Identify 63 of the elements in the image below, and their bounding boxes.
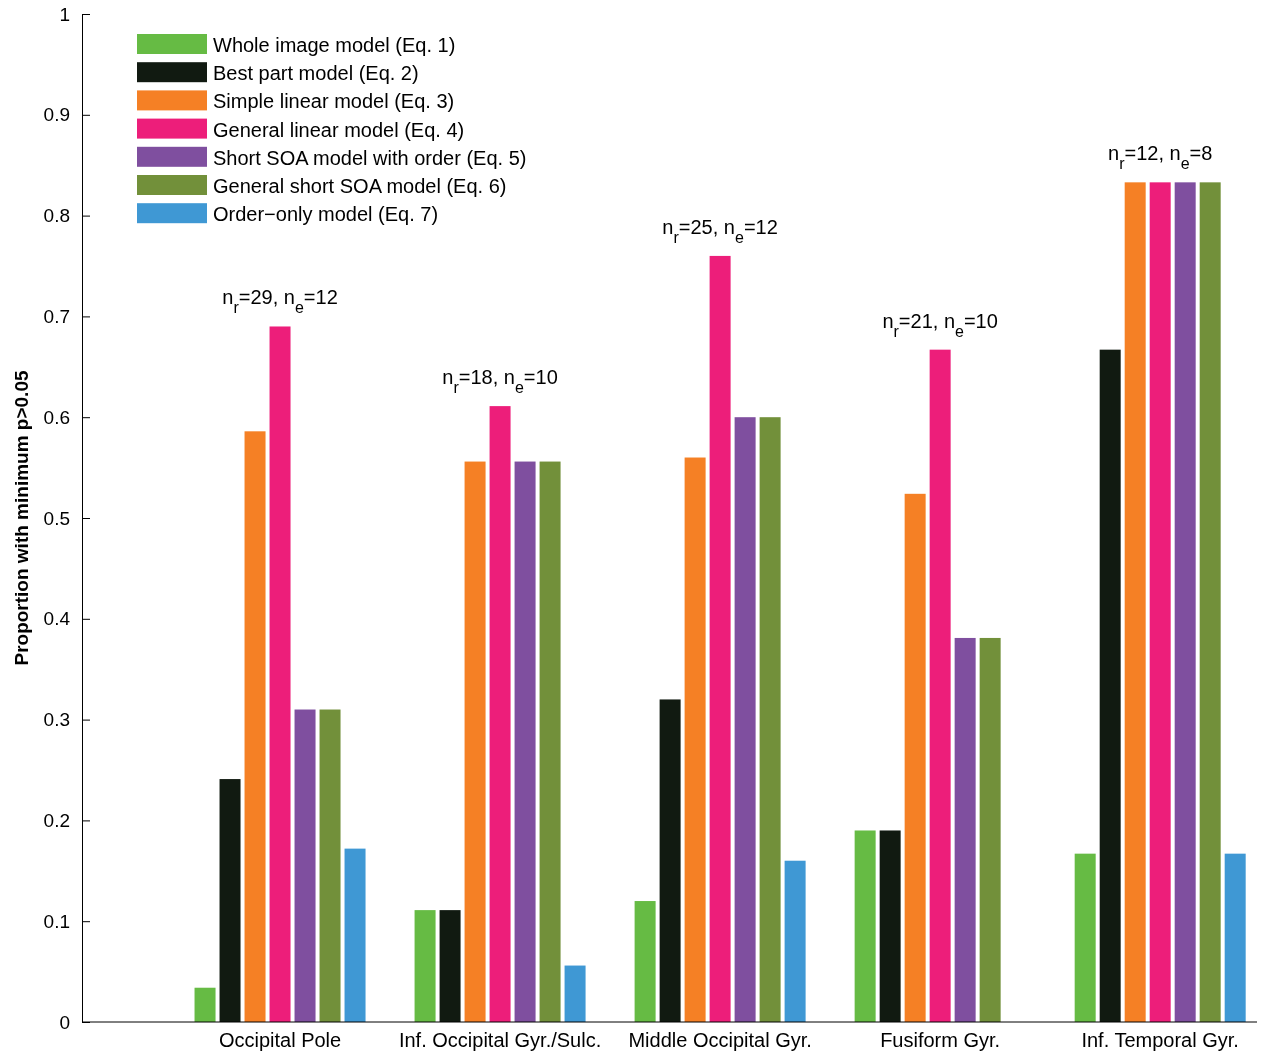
annotation: n$_{r}$=21, n$_{e}$=10 [882, 309, 998, 340]
bar [219, 779, 241, 1022]
bar [539, 461, 561, 1022]
bar [634, 901, 656, 1022]
legend-label: Best part model (Eq. 2) [213, 62, 419, 85]
bar [439, 910, 461, 1022]
bar [564, 965, 586, 1022]
bar [1224, 853, 1246, 1022]
x-tick-label: Middle Occipital Gyr. [628, 1029, 812, 1051]
bar [784, 860, 806, 1022]
x-tick-label: Inf. Temporal Gyr. [1081, 1029, 1239, 1051]
bar [344, 848, 366, 1022]
y-tick-label: 0.8 [43, 205, 70, 227]
bar [514, 461, 536, 1022]
legend-label: General short SOA model (Eq. 6) [213, 175, 507, 197]
bar [1149, 182, 1171, 1022]
bar [929, 349, 951, 1022]
bar [759, 417, 781, 1022]
y-axis-title: Proportion with minimum p>0.05 [11, 370, 32, 666]
x-tick-label: Occipital Pole [218, 1029, 342, 1051]
bar [954, 637, 976, 1022]
bar [709, 255, 731, 1022]
bar [319, 709, 341, 1022]
bar [684, 457, 706, 1022]
y-tick-label: 0.6 [43, 406, 70, 428]
bar [414, 910, 436, 1022]
y-tick-label: 0.4 [43, 608, 71, 630]
bar [904, 493, 926, 1022]
bar [1074, 853, 1096, 1022]
legend-label: Order−only model (Eq. 7) [213, 203, 439, 226]
bar [1174, 182, 1196, 1022]
legend-label: General linear model (Eq. 4) [213, 118, 465, 141]
y-tick-label: 0.7 [43, 305, 70, 327]
bar [194, 987, 216, 1022]
y-tick-label: 1 [59, 3, 70, 25]
x-tick-label: Fusiform Gyr. [880, 1029, 1001, 1051]
y-tick-label: 0.1 [43, 910, 70, 932]
legend-label: Short SOA model with order (Eq. 5) [213, 146, 527, 169]
annotation: n$_{r}$=25, n$_{e}$=12 [662, 215, 778, 246]
x-tick-label: Inf. Occipital Gyr./Sulc. [398, 1029, 602, 1051]
bar [1199, 182, 1221, 1022]
bar [1124, 182, 1146, 1022]
legend-label: Whole image model (Eq. 1) [213, 34, 456, 56]
annotation: n$_{r}$=18, n$_{e}$=10 [442, 366, 558, 396]
bar [294, 709, 316, 1022]
annotation: n$_{r}$=29, n$_{e}$=12 [222, 286, 338, 316]
bar [659, 699, 681, 1022]
bar [854, 830, 876, 1022]
bar [879, 830, 901, 1022]
y-tick-label: 0 [59, 1011, 70, 1033]
bar [269, 326, 291, 1022]
bar [734, 417, 756, 1022]
bar [979, 637, 1001, 1022]
bar [489, 406, 511, 1022]
bar [1099, 349, 1121, 1022]
annotation: n$_{r}$=12, n$_{e}$=8 [1108, 142, 1213, 172]
y-tick-label: 0.3 [43, 709, 70, 731]
bar [464, 461, 486, 1022]
y-tick-label: 0.5 [43, 507, 70, 529]
bar [244, 431, 266, 1022]
y-tick-label: 0.2 [43, 809, 70, 831]
y-tick-label: 0.9 [43, 104, 70, 126]
legend-label: Simple linear model (Eq. 3) [213, 90, 455, 113]
